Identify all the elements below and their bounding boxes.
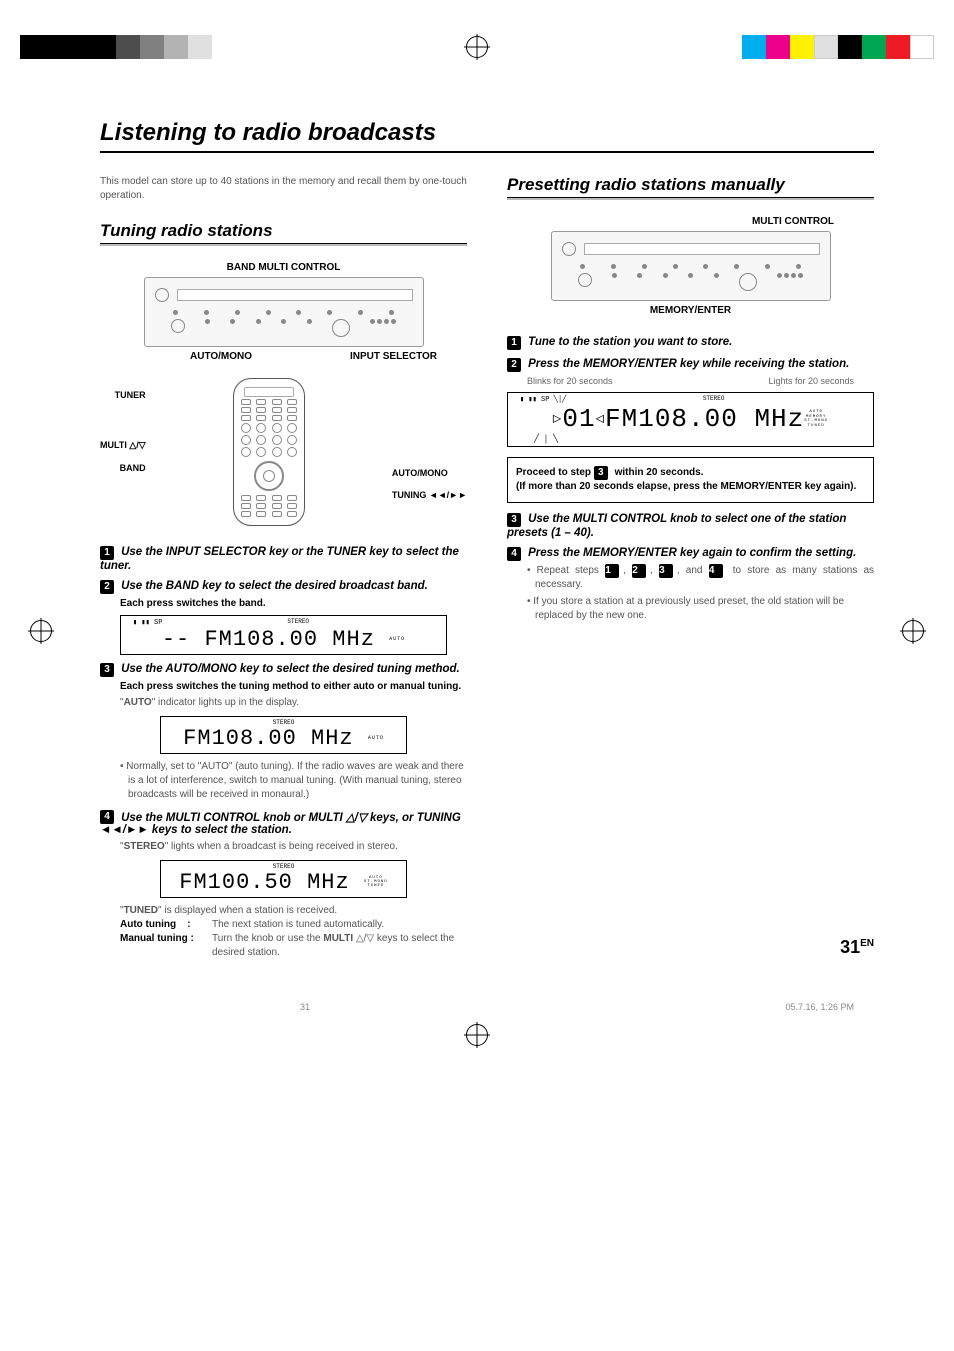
right-step-4: 4 Press the MEMORY/ENTER key again to co… xyxy=(507,547,874,623)
receiver-front-panel xyxy=(144,277,424,347)
remote-left-labels: TUNER MULTI △/▽ BAND xyxy=(100,378,154,485)
receiver-front-panel-right xyxy=(551,231,831,301)
presetting-heading: Presetting radio stations manually xyxy=(507,175,874,195)
step-num-1: 1 xyxy=(100,546,114,560)
right-bullet-1: • Repeat steps 1, 2, 3, and 4 to store a… xyxy=(527,564,874,592)
right-step-1: 1 Tune to the station you want to store. xyxy=(507,336,874,350)
lcd-display-3: STEREO FM100.50 MHz AUTO ST.MONO TUNED xyxy=(160,860,407,898)
crosshair-top xyxy=(466,36,488,58)
lcd-display-right: ▮ ▮▮ SP ╲│╱STEREO ▷01◁FM108.00 MHzAUTO M… xyxy=(507,392,874,447)
sub-rule xyxy=(100,243,467,246)
page-content: Listening to radio broadcasts This model… xyxy=(0,69,954,998)
print-registration-top xyxy=(0,0,954,69)
step3-bullet: • Normally, set to "AUTO" (auto tuning).… xyxy=(120,760,467,802)
intro-text: This model can store up to 40 stations i… xyxy=(100,175,467,203)
auto-tuning-def: Auto tuning : The next station is tuned … xyxy=(120,918,467,932)
step-4: 4 Use the MULTI CONTROL knob or MULTI △/… xyxy=(100,810,467,960)
step-num-2: 2 xyxy=(100,580,114,594)
label-input-selector: INPUT SELECTOR xyxy=(350,351,437,362)
footer: 31 05.7.16, 1:26 PM xyxy=(0,998,954,1016)
lcd-display-2: STEREO FM108.00 MHz AUTO xyxy=(160,716,407,754)
color-bar-right xyxy=(742,35,934,59)
note-box: Proceed to step 3 within 20 seconds. (If… xyxy=(507,457,874,503)
step-1: 1 Use the INPUT SELECTOR key or the TUNE… xyxy=(100,546,467,572)
title-rule xyxy=(100,151,874,153)
manual-tuning-def: Manual tuning : Turn the knob or use the… xyxy=(120,932,467,960)
remote-control xyxy=(233,378,305,526)
label-automono: AUTO/MONO xyxy=(190,351,252,362)
step-num-4: 4 xyxy=(100,810,114,824)
lcd-annotations: Blinks for 20 seconds Lights for 20 seco… xyxy=(527,376,854,386)
right-step-2: 2 Press the MEMORY/ENTER key while recei… xyxy=(507,358,874,447)
device-diagram-right: MULTI CONTROL MEMORY/ENTER xyxy=(507,216,874,316)
page-title: Listening to radio broadcasts xyxy=(100,119,874,147)
tuning-heading: Tuning radio stations xyxy=(100,221,467,241)
left-column: This model can store up to 40 stations i… xyxy=(100,175,467,968)
lcd-display-1: ▮ ▮▮ SPSTEREO -- FM108.00 MHz AUTO xyxy=(120,615,447,655)
right-bullet-2: • If you store a station at a previously… xyxy=(527,595,874,623)
device-top-labels: BAND MULTI CONTROL xyxy=(100,262,467,273)
sub-rule-right xyxy=(507,197,874,200)
page-number: 31EN xyxy=(840,937,874,958)
step-num-3: 3 xyxy=(100,663,114,677)
step-3: 3 Use the AUTO/MONO key to select the de… xyxy=(100,663,467,802)
color-bar-left xyxy=(20,35,212,59)
right-step-3: 3 Use the MULTI CONTROL knob to select o… xyxy=(507,513,874,539)
right-column: Presetting radio stations manually MULTI… xyxy=(507,175,874,968)
crosshair-bottom xyxy=(0,1016,954,1076)
device-diagram-left: BAND MULTI CONTROL AUTO/MONO xyxy=(100,262,467,526)
step-2: 2 Use the BAND key to select the desired… xyxy=(100,580,467,655)
remote-right-labels: AUTO/MONO TUNING ◄◄/►► xyxy=(384,378,467,512)
